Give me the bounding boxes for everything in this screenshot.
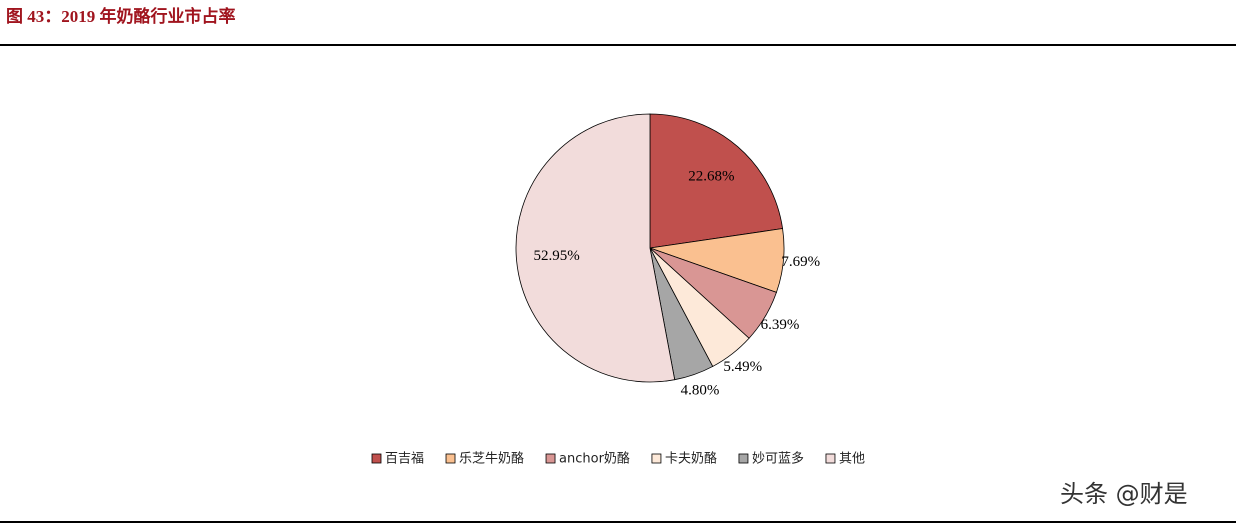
data-label: 22.68% [688,168,734,184]
pie-slice [515,113,676,383]
legend-label: 卡夫奶酪 [665,451,717,467]
chart-title: 图 43：2019 年奶酪行业市占率 [6,6,236,26]
legend-swatch [825,453,836,464]
legend-label: anchor奶酪 [559,451,630,467]
legend-label: 妙可蓝多 [752,451,804,467]
data-label: 5.49% [723,359,762,375]
data-label: 4.80% [681,382,720,398]
legend-swatch [445,453,456,464]
legend-label: 乐芝牛奶酪 [459,451,524,467]
legend-label: 百吉福 [385,452,424,467]
legend-swatch [651,453,662,464]
data-label: 52.95% [533,248,579,264]
legend-swatch [371,453,382,464]
legend-swatch [738,453,749,464]
pie-slice [649,113,784,249]
legend-swatch [545,453,556,464]
data-label: 6.39% [761,317,800,333]
data-label: 7.69% [781,254,820,270]
watermark: 头条 @财是 [1060,480,1188,508]
legend-label: 其他 [839,452,865,467]
